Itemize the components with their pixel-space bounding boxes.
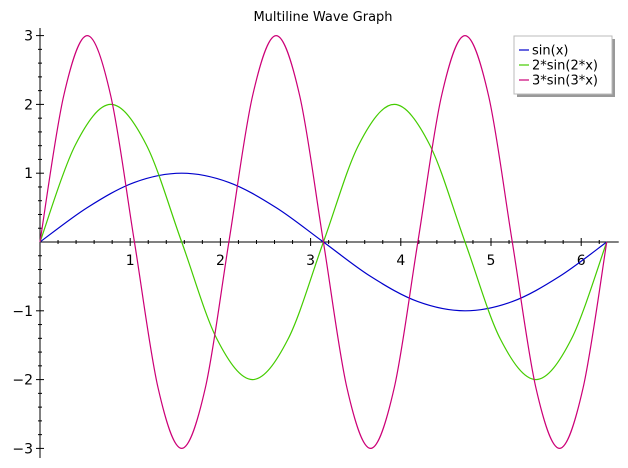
legend-entry: sin(x) (532, 44, 568, 59)
legend: sin(x)2*sin(2*x)3*sin(3*x) (513, 35, 615, 97)
y-tick-label: 1 (24, 166, 33, 182)
series-layer (39, 34, 608, 450)
series-line-3 (39, 34, 608, 450)
x-tick-label: 1 (126, 253, 135, 269)
x-tick-label: 4 (396, 253, 405, 269)
legend-entry: 2*sin(2*x) (532, 59, 598, 74)
legend-box (513, 35, 613, 95)
y-tick-label: 2 (24, 97, 33, 113)
x-tick-label: 3 (306, 253, 315, 269)
y-tick-label: −2 (12, 373, 33, 389)
chart-title: Multiline Wave Graph (253, 10, 392, 25)
y-tick-label: −1 (12, 304, 33, 320)
x-tick-label: 2 (216, 253, 225, 269)
x-tick-label: 5 (487, 253, 496, 269)
legend-entry: 3*sin(3*x) (532, 74, 598, 89)
y-tick-label: 3 (24, 29, 33, 45)
y-tick-label: −3 (12, 441, 33, 457)
